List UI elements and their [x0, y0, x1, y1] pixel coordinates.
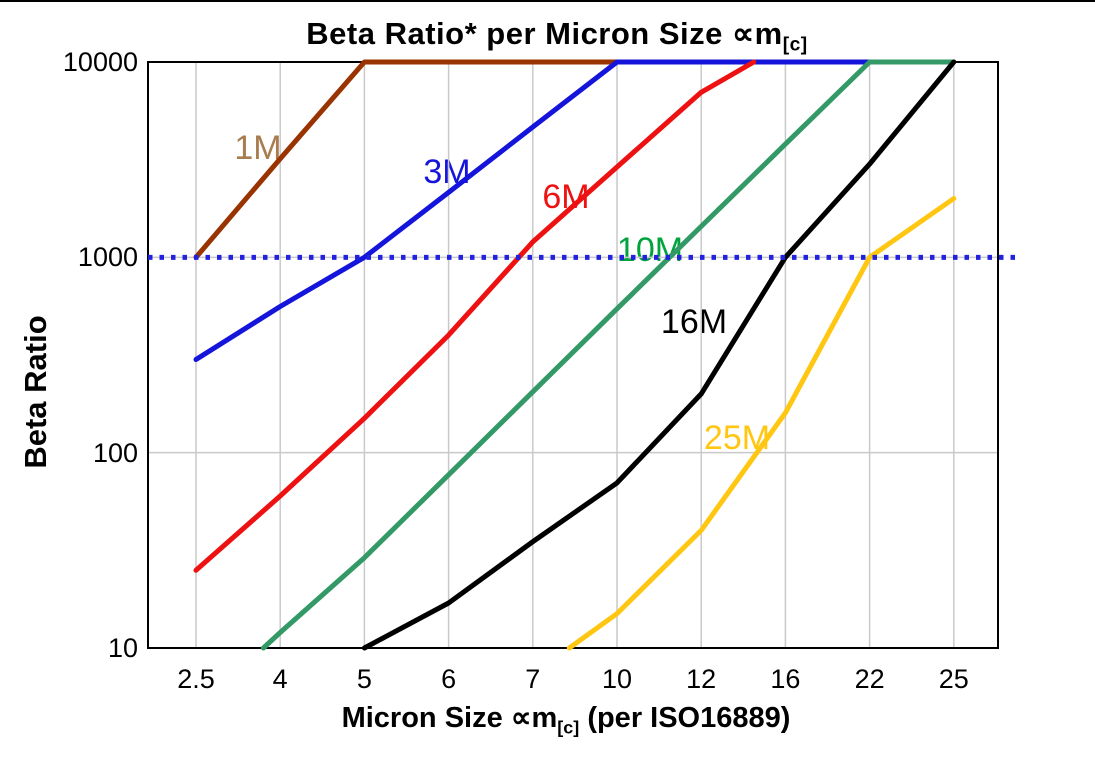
x-tick-label-5: 5	[356, 664, 372, 694]
chart-title-subscript: [c]	[782, 34, 808, 56]
chart-title: Beta Ratio* per Micron Size ∝m[c]	[306, 16, 807, 57]
x-tick-label-4: 4	[272, 664, 288, 694]
x-tick-label-10: 10	[601, 664, 633, 694]
y-tick-label-10: 10	[107, 633, 138, 663]
x-axis-title-subscript: [c]	[557, 717, 580, 738]
x-tick-label-16: 16	[770, 664, 801, 694]
y-tick-label-1000: 1000	[77, 242, 138, 273]
x-tick-label-7: 7	[525, 664, 541, 694]
top-border-rule	[0, 0, 1095, 2]
series-label-16M: 16M	[660, 303, 728, 341]
series-label-6M: 6M	[542, 178, 590, 216]
series-label-1M: 1M	[234, 129, 282, 167]
chart-title-main: Beta Ratio* per Micron Size ∝m	[306, 16, 783, 51]
x-axis-title-tail: (per ISO16889)	[579, 702, 791, 734]
x-tick-label-25: 25	[938, 664, 969, 694]
y-tick-label-100: 100	[92, 437, 138, 468]
series-label-10M: 10M	[616, 231, 684, 269]
x-tick-label-12: 12	[686, 664, 717, 694]
x-axis-title: Micron Size ∝m[c] (per ISO16889)	[342, 700, 791, 738]
y-tick-label-10000: 10000	[62, 47, 138, 77]
series-label-25M: 25M	[703, 419, 771, 457]
x-tick-label-6: 6	[441, 664, 457, 694]
x-tick-label-2.5: 2.5	[177, 664, 215, 694]
x-axis-title-main: Micron Size ∝m	[341, 702, 558, 734]
x-tick-label-22: 22	[854, 664, 885, 694]
